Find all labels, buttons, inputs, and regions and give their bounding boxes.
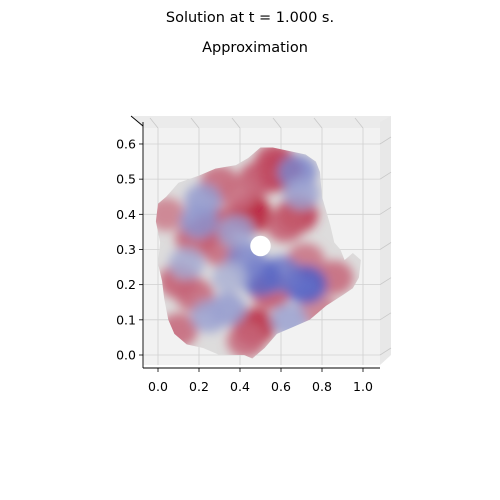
surface-hotspot <box>168 247 205 280</box>
y-grid-right <box>379 206 392 215</box>
x-tick-labels: 0.0 0.2 0.4 0.6 0.8 1.0 <box>148 368 373 394</box>
y-grid-right <box>379 312 392 321</box>
axes-title: Approximation <box>202 40 308 56</box>
top-pane-edge <box>131 116 391 128</box>
x-tick-label: 0.8 <box>312 379 332 394</box>
y-tick-label: 0.3 <box>116 242 136 257</box>
surface-hotspot <box>217 215 255 249</box>
x-tick-label: 0.6 <box>271 379 291 394</box>
axes-3d: 0.0 0.2 0.4 0.6 0.8 1.0 0.0 0.1 0.2 0.3 0.4 0.5 0.6 <box>116 115 392 394</box>
y-grid-right <box>379 171 392 180</box>
surface-hotspot <box>226 323 266 359</box>
y-tick-label: 0.1 <box>116 312 136 327</box>
y-tick-labels: 0.0 0.1 0.2 0.3 0.4 0.5 0.6 <box>116 136 143 363</box>
x-grid-top <box>272 117 282 129</box>
y-tick-label: 0.6 <box>116 136 136 151</box>
surface-hole <box>250 235 271 257</box>
surface-hotspot <box>211 261 248 294</box>
right-pane-edge <box>380 116 391 365</box>
x-grid-top <box>149 117 159 129</box>
figure-suptitle: Solution at t = 1.000 s. <box>166 10 334 26</box>
x-grid-top <box>313 117 323 129</box>
surface-hotspot <box>216 176 255 211</box>
y-tick-label: 0.5 <box>116 172 136 187</box>
x-grid-top <box>354 117 364 129</box>
y-tick-label: 0.4 <box>116 207 136 222</box>
x-tick-label: 0.2 <box>189 379 209 394</box>
x-grid-top <box>231 117 241 129</box>
surface-hotspot <box>265 207 305 243</box>
y-tick-label: 0.0 <box>116 348 136 363</box>
y-grid-right <box>379 242 392 250</box>
x-tick-label: 0.0 <box>148 379 168 394</box>
y-grid-right <box>379 136 392 145</box>
x-tick-label: 1.0 <box>353 379 373 394</box>
surface-hotspot <box>190 299 228 333</box>
x-grid-top <box>190 117 200 129</box>
y-tick-label: 0.2 <box>116 277 136 292</box>
y-grid-right <box>379 277 392 285</box>
y-grid-right <box>379 347 392 356</box>
x-tick-label: 0.4 <box>230 379 250 394</box>
surface-hotspot <box>283 176 320 210</box>
corner-edge <box>130 115 144 127</box>
surface-hotspot <box>184 183 222 217</box>
